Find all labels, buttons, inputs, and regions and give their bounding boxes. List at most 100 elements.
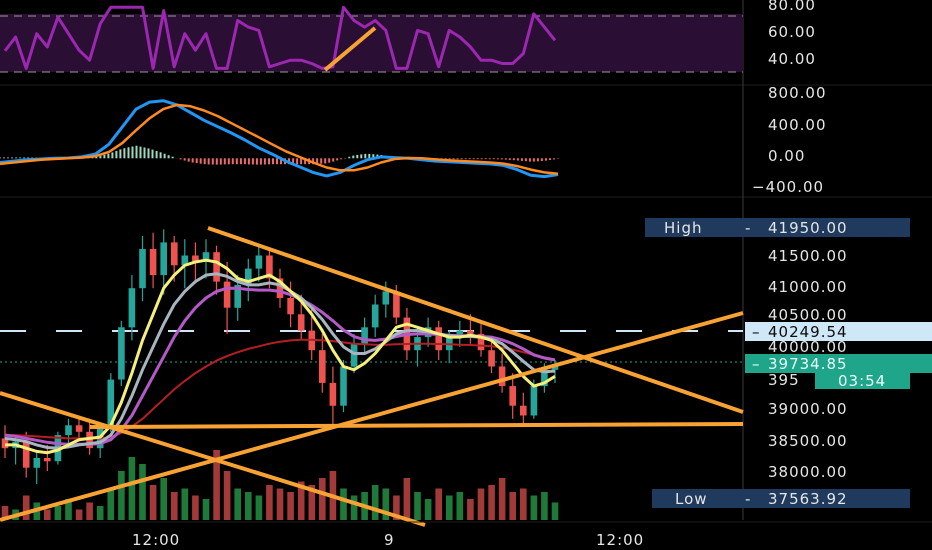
reference-value: 40249.54 [768, 323, 848, 341]
candle-body [107, 379, 115, 429]
candle-body [329, 382, 337, 406]
volume-bar [44, 509, 51, 520]
volume-bar [65, 499, 72, 520]
trendlines[interactable] [0, 226, 744, 527]
rsi-pane[interactable]: 80.00 60.00 40.00 [0, 0, 816, 73]
rsi-tick-label: 40.00 [768, 50, 816, 68]
candle [223, 262, 231, 334]
candle-body [541, 369, 548, 387]
volume-bar [160, 478, 167, 520]
reference-arrow: – [752, 323, 761, 341]
candle-body [65, 425, 72, 436]
low-dash: - [745, 490, 751, 508]
candle-body [287, 298, 294, 315]
candle-body [520, 405, 527, 416]
volume-bar [509, 492, 516, 520]
candle [181, 239, 189, 289]
candle-body [171, 242, 178, 266]
candle [86, 418, 93, 455]
candle [65, 418, 72, 445]
countdown-timer: 03:54 [838, 372, 886, 390]
price-tick-label: 41000.00 [768, 278, 848, 296]
volume-bar [234, 488, 241, 520]
low-value: 37563.92 [768, 490, 848, 508]
candle-body [86, 431, 93, 449]
volume-bar [488, 485, 495, 520]
last-value: 39734.85 [768, 355, 848, 373]
high-badge-bg [645, 218, 910, 237]
descending-trendline[interactable] [207, 226, 744, 414]
volume-bar [128, 457, 136, 520]
low-badge-bg [652, 489, 910, 508]
volume-bar [107, 488, 115, 520]
candle [33, 451, 41, 485]
candle-body [75, 425, 83, 432]
candle [329, 366, 337, 426]
candle-body [350, 343, 358, 367]
candle-body [319, 350, 326, 383]
volume-bar [213, 450, 220, 520]
candle-body [382, 291, 390, 305]
high-value: 41950.00 [768, 219, 848, 237]
candle-body [213, 252, 220, 282]
candle-body [467, 330, 474, 334]
candle [498, 353, 506, 393]
volume-bar [467, 499, 474, 520]
candle-body [266, 255, 273, 279]
volume-bar [414, 492, 421, 520]
volume-bar [393, 495, 400, 520]
candle-body [530, 386, 538, 416]
support-line[interactable] [89, 422, 744, 429]
moving-average-fast [5, 258, 556, 455]
macd-tick-label: 800.00 [768, 84, 827, 102]
partial-price-label: 395 [768, 371, 800, 389]
volume-bar [350, 495, 358, 520]
candle [255, 245, 263, 282]
candle-body [488, 350, 495, 367]
price-tick-label: 38500.00 [768, 432, 848, 450]
volume-bar [530, 495, 538, 520]
time-tick-label: 12:00 [132, 531, 180, 549]
low-price-badge: Low - 37563.92 [652, 489, 910, 508]
volume-bar [382, 488, 390, 520]
ascending-trendline[interactable] [0, 311, 744, 522]
time-axis[interactable]: 12:00 9 12:00 [0, 521, 932, 549]
price-tick-label: 40500.00 [768, 306, 848, 324]
macd-pane[interactable]: 800.00 400.00 0.00 −400.00 [0, 84, 827, 196]
volume-bar [297, 481, 305, 520]
candle-body [22, 441, 30, 468]
volume-bar [181, 488, 189, 520]
volume-bar [551, 502, 559, 520]
macd-tick-label: −400.00 [752, 178, 824, 196]
volume-bar [541, 492, 548, 520]
volume-bar [319, 478, 326, 520]
candle-body [551, 366, 559, 370]
volume-bar [245, 492, 252, 520]
volume-bar [96, 506, 104, 520]
price-pane[interactable]: 41500.00 41000.00 40500.00 40000.00 3900… [0, 218, 932, 527]
volume-bar [266, 485, 273, 520]
volume-bar [118, 471, 125, 520]
candle-body [371, 304, 379, 328]
reference-badge-bg [745, 322, 932, 341]
volume-bar [276, 488, 284, 520]
lower-descending-line[interactable] [0, 391, 426, 527]
volume-bar [446, 495, 453, 520]
candle [160, 229, 167, 295]
last-price-badge: – 39734.85 395 03:54 [745, 354, 932, 390]
rsi-trendline [323, 26, 377, 72]
candle-body [245, 268, 252, 285]
candle-body [234, 284, 241, 308]
candle [287, 281, 294, 328]
volume-bar [192, 495, 199, 520]
reference-price-badge: – 40249.54 [745, 322, 932, 341]
macd-tick-label: 0.00 [768, 147, 805, 165]
volume-bar [435, 488, 442, 520]
volume-bar [139, 464, 146, 520]
volume-bar [202, 499, 210, 520]
low-label: Low [675, 490, 708, 508]
volume-bar [456, 492, 464, 520]
time-tick-label: 9 [384, 531, 395, 549]
candle-body [1, 438, 9, 449]
